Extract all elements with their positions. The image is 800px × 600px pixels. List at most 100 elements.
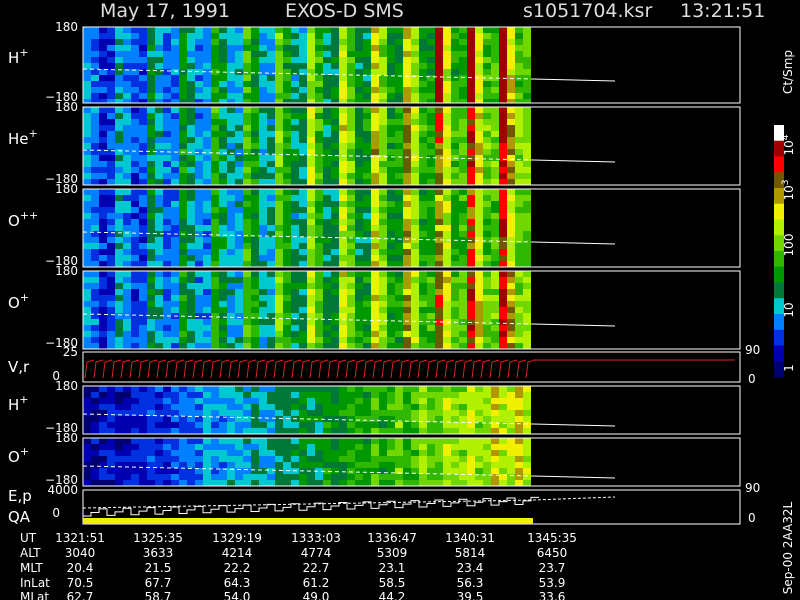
- spectrogram-cell: [91, 213, 99, 219]
- spectrogram-cell: [387, 99, 395, 103]
- spectrogram-cell: [323, 131, 331, 137]
- spectrogram-cell: [515, 93, 523, 99]
- spectrogram-cell: [227, 39, 235, 45]
- spectrogram-cell: [195, 27, 203, 33]
- spectrogram-cell: [339, 337, 347, 343]
- spectrogram-cell: [339, 155, 347, 161]
- spectrogram-cell: [203, 410, 211, 416]
- spectrogram-cell: [219, 155, 227, 161]
- spectrogram-cell: [275, 93, 283, 99]
- spectrogram-cell: [267, 27, 275, 33]
- spectrogram-cell: [411, 295, 419, 301]
- spectrogram-cell: [443, 462, 451, 468]
- spectrogram-cell: [523, 195, 531, 201]
- spectrogram-cell: [147, 201, 155, 207]
- spectrogram-cell: [323, 81, 331, 87]
- spectrogram-cell: [219, 289, 227, 295]
- spectrogram-cell: [411, 313, 419, 319]
- spectrogram-cell: [83, 131, 91, 137]
- spectrogram-cell: [419, 404, 427, 410]
- spectrogram-cell: [251, 225, 259, 231]
- spectrogram-cell: [187, 51, 195, 57]
- spectrogram-cell: [179, 456, 187, 462]
- spectrogram-cell: [259, 189, 267, 195]
- spectrogram-cell: [483, 271, 491, 277]
- spectrogram-cell: [387, 63, 395, 69]
- spectrogram-cell: [323, 343, 331, 349]
- spectrogram-cell: [363, 404, 371, 410]
- spectrogram-cell: [323, 39, 331, 45]
- spectrogram-cell: [91, 480, 99, 486]
- spectrogram-cell: [403, 27, 411, 33]
- spectrogram-cell: [491, 404, 499, 410]
- spectrogram-cell: [155, 125, 163, 131]
- spectrogram-cell: [139, 131, 147, 137]
- spectrogram-cell: [171, 69, 179, 75]
- spectrogram-cell: [467, 173, 475, 179]
- panel-frame: [82, 106, 741, 186]
- spectrogram-cell: [155, 319, 163, 325]
- spectrogram-cell: [323, 173, 331, 179]
- spectrogram-cell: [123, 167, 131, 173]
- spectrogram-cell: [299, 319, 307, 325]
- spectrogram-cell: [331, 137, 339, 143]
- spectrogram-cell: [483, 392, 491, 398]
- spectrogram-cell: [419, 225, 427, 231]
- spectrogram-cell: [355, 283, 363, 289]
- spectrogram-cell: [363, 143, 371, 149]
- spectrogram-cell: [139, 474, 147, 480]
- spectrogram-cell: [131, 277, 139, 283]
- spectrogram-cell: [227, 444, 235, 450]
- spectrogram-cell: [171, 468, 179, 474]
- spectrogram-cell: [211, 113, 219, 119]
- spectrogram-cell: [331, 337, 339, 343]
- spectrogram-cell: [387, 107, 395, 113]
- spectrogram-cell: [347, 51, 355, 57]
- colorbar-swatch: [774, 188, 784, 205]
- spectrogram-cell: [307, 33, 315, 39]
- spectrogram-cell: [427, 386, 435, 392]
- spectrogram-cell: [451, 289, 459, 295]
- spectrogram-cell: [163, 456, 171, 462]
- spectrogram-cell: [379, 213, 387, 219]
- spectrogram-cell: [379, 99, 387, 103]
- spectrogram-cell: [139, 125, 147, 131]
- spectrogram-cell: [99, 277, 107, 283]
- spectrogram-cell: [91, 63, 99, 69]
- spectrogram-cell: [227, 33, 235, 39]
- spectrogram-cell: [347, 27, 355, 33]
- spectrogram-cell: [499, 283, 507, 289]
- spectrogram-cell: [275, 271, 283, 277]
- spectrogram-cell: [483, 237, 491, 243]
- spectrogram-cell: [291, 179, 299, 185]
- spectrogram-cell: [195, 277, 203, 283]
- spectrogram-cell: [107, 195, 115, 201]
- spectrogram-cell: [387, 179, 395, 185]
- spectrogram-cell: [83, 255, 91, 261]
- spectrogram-cell: [331, 69, 339, 75]
- spectrogram-cell: [115, 319, 123, 325]
- spectrogram-cell: [107, 207, 115, 213]
- spectrogram-cell: [323, 301, 331, 307]
- spectrogram-cell: [347, 195, 355, 201]
- spectrogram-cell: [371, 404, 379, 410]
- spectrogram-cell: [107, 255, 115, 261]
- spectrogram-cell: [219, 307, 227, 313]
- spectrogram-cell: [131, 462, 139, 468]
- spectrogram-cell: [235, 474, 243, 480]
- spectrogram-cell: [403, 87, 411, 93]
- spectrogram-cell: [315, 410, 323, 416]
- spectrogram-cell: [275, 231, 283, 237]
- spectrogram-cell: [243, 39, 251, 45]
- spectrogram-cell: [259, 398, 267, 404]
- spectrogram-cell: [363, 249, 371, 255]
- spectrogram-cell: [283, 301, 291, 307]
- spectrogram-cell: [499, 289, 507, 295]
- ephemeris-value: 20.4: [67, 561, 94, 575]
- spectrogram-cell: [107, 149, 115, 155]
- spectrogram-cell: [323, 87, 331, 93]
- spectrogram-cell: [227, 462, 235, 468]
- spectrogram-cell: [467, 39, 475, 45]
- spectrogram-cell: [99, 462, 107, 468]
- spectrogram-cell: [155, 474, 163, 480]
